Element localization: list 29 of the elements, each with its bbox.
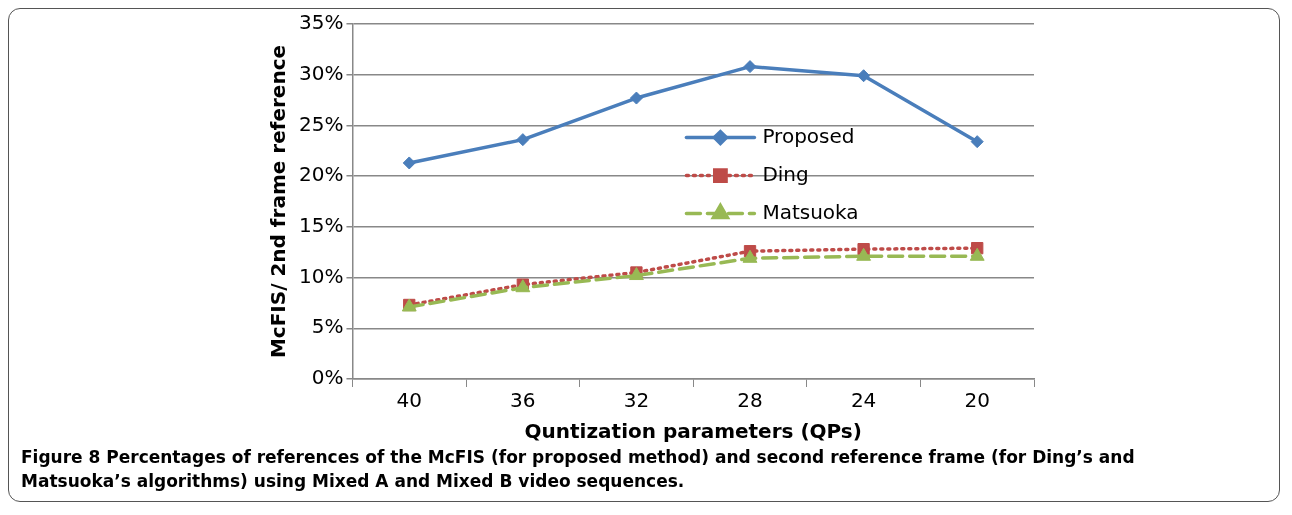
y-tick-label: 0%	[311, 365, 344, 390]
point	[742, 249, 758, 263]
point	[970, 135, 984, 149]
caption: Figure 8 Percentages of references of the McFIS (for proposed method) and second reference frame (for Ding’s and Matsuoka’s algorithms) using Mixed A and Mixed B video sequences.	[21, 446, 1136, 493]
point	[402, 156, 416, 170]
legend-label: Matsuoka	[762, 199, 859, 224]
point	[969, 247, 985, 261]
point	[743, 60, 757, 74]
y-tick-label: 35%	[299, 10, 344, 35]
point	[629, 91, 643, 105]
legend-label: Ding	[762, 161, 809, 186]
point	[856, 247, 872, 261]
x-tick-label: 28	[737, 388, 763, 413]
point	[516, 133, 530, 147]
x-tick-label: 32	[623, 388, 650, 413]
y-tick-label: 25%	[299, 111, 344, 136]
y-tick-label: 15%	[299, 213, 344, 238]
x-tick-label: 20	[964, 388, 990, 413]
y-tick-label: 10%	[299, 263, 344, 288]
legend-label: Proposed	[762, 123, 855, 148]
y-tick-label: 20%	[299, 162, 344, 187]
x-axis-title: Quntization parameters (QPs)	[524, 419, 862, 444]
x-tick-label: 40	[396, 388, 422, 413]
point	[857, 69, 871, 83]
x-tick-label: 36	[510, 388, 536, 413]
y-tick-label: 5%	[311, 314, 344, 339]
y-tick-label: 30%	[299, 60, 344, 85]
y-axis-title: McFIS/ 2nd frame reference	[266, 44, 291, 359]
x-tick-label: 24	[850, 388, 877, 413]
